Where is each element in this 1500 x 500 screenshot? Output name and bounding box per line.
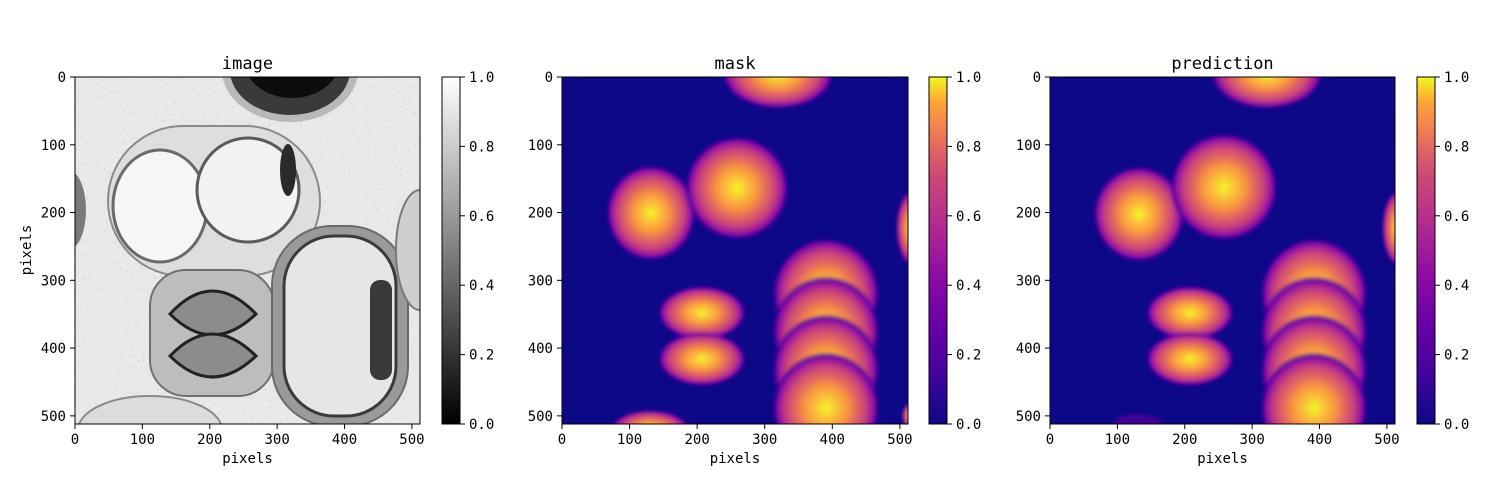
colorbar-tick-label: 0.2	[1444, 348, 1469, 364]
y-tick-label: 400	[528, 341, 553, 357]
x-tick-label: 300	[1240, 432, 1265, 448]
y-axis: 0 100 200 300 400 500	[1016, 70, 1050, 425]
y-tick-label: 400	[1016, 341, 1041, 357]
y-tick-label: 500	[41, 409, 66, 425]
colorbar-gradient	[1416, 76, 1436, 425]
mask-heatmap	[562, 77, 908, 424]
colorbar-tick-label: 0.8	[1444, 139, 1469, 155]
colorbar-ticks: 0.0 0.2 0.4 0.6 0.8 1.0	[947, 70, 981, 433]
x-axis: 0 100 200 300 400 500	[558, 424, 913, 448]
y-tick-label: 0	[1033, 70, 1041, 86]
x-axis-label: pixels	[1197, 451, 1248, 467]
panel-title: prediction	[1171, 54, 1273, 74]
y-tick-label: 500	[1016, 409, 1041, 425]
y-axis: 0 100 200 300 400 500	[528, 70, 562, 425]
x-tick-label: 500	[1374, 432, 1399, 448]
y-tick-label: 200	[1016, 206, 1041, 222]
colorbar-tick-label: 1.0	[1444, 70, 1469, 86]
y-axis-label: pixels	[19, 225, 35, 276]
x-tick-label: 100	[617, 432, 642, 448]
x-tick-label: 400	[1307, 432, 1332, 448]
y-tick-label: 0	[545, 70, 553, 86]
image-heatmap	[75, 77, 420, 424]
x-axis: 0 100 200 300 400 500	[1046, 424, 1400, 448]
colorbar-tick-label: 0.6	[469, 209, 494, 225]
y-tick-label: 200	[41, 206, 66, 222]
colorbar-tick-label: 0.8	[469, 139, 494, 155]
colorbar-tick-label: 0.2	[469, 348, 494, 364]
colorbar-ticks: 0.0 0.2 0.4 0.6 0.8 1.0	[460, 70, 494, 433]
colorbar-tick-label: 0.0	[956, 417, 981, 433]
colorbar: 0.0 0.2 0.4 0.6 0.8 1.0	[1416, 70, 1469, 433]
colorbar-tick-label: 0.6	[956, 209, 981, 225]
y-tick-label: 500	[528, 409, 553, 425]
colorbar-gradient	[928, 76, 948, 425]
prediction-heatmap	[1050, 77, 1395, 424]
panel-title: mask	[715, 54, 756, 74]
x-tick-label: 500	[887, 432, 912, 448]
panel-image: image	[19, 54, 494, 467]
y-tick-label: 100	[528, 138, 553, 154]
x-tick-label: 400	[820, 432, 845, 448]
colorbar-tick-label: 0.4	[956, 278, 981, 294]
x-tick-label: 0	[1046, 432, 1054, 448]
y-tick-label: 300	[1016, 273, 1041, 289]
colorbar-tick-label: 0.4	[1444, 278, 1469, 294]
panel-mask: mask 0 100 200 300 400 500 0 100 200 300 400 500 p…	[528, 54, 982, 467]
x-tick-label: 400	[332, 432, 357, 448]
colorbar-gradient	[441, 76, 461, 425]
x-axis: 0 100 200 300 400 500	[71, 424, 425, 448]
x-tick-label: 0	[558, 432, 566, 448]
y-tick-label: 200	[528, 206, 553, 222]
x-tick-label: 200	[197, 432, 222, 448]
y-tick-label: 300	[528, 273, 553, 289]
x-tick-label: 500	[399, 432, 424, 448]
colorbar-tick-label: 0.0	[1444, 417, 1469, 433]
colorbar-ticks: 0.0 0.2 0.4 0.6 0.8 1.0	[1435, 70, 1469, 433]
x-tick-label: 200	[1172, 432, 1197, 448]
x-tick-label: 300	[752, 432, 777, 448]
colorbar-tick-label: 0.2	[956, 348, 981, 364]
x-tick-label: 100	[1105, 432, 1130, 448]
colorbar-tick-label: 0.6	[1444, 209, 1469, 225]
colorbar-tick-label: 1.0	[956, 70, 981, 86]
colorbar-tick-label: 0.8	[956, 139, 981, 155]
x-axis-label: pixels	[710, 451, 761, 467]
panel-prediction: prediction 0 100 200 300 400 500 0 100 200 300 40…	[1016, 54, 1470, 467]
colorbar: 0.0 0.2 0.4 0.6 0.8 1.0	[441, 70, 494, 433]
y-tick-label: 100	[1016, 138, 1041, 154]
x-axis-label: pixels	[222, 451, 273, 467]
panel-title: image	[222, 54, 273, 74]
colorbar-tick-label: 1.0	[469, 70, 494, 86]
colorbar: 0.0 0.2 0.4 0.6 0.8 1.0	[928, 70, 981, 433]
x-tick-label: 0	[71, 432, 79, 448]
y-tick-label: 400	[41, 341, 66, 357]
x-tick-label: 300	[265, 432, 290, 448]
x-tick-label: 100	[130, 432, 155, 448]
colorbar-tick-label: 0.0	[469, 417, 494, 433]
colorbar-tick-label: 0.4	[469, 278, 494, 294]
y-tick-label: 0	[58, 70, 66, 86]
y-tick-label: 300	[41, 273, 66, 289]
x-tick-label: 200	[685, 432, 710, 448]
y-axis: 0 100 200 300 400 500	[41, 70, 75, 425]
y-tick-label: 100	[41, 138, 66, 154]
